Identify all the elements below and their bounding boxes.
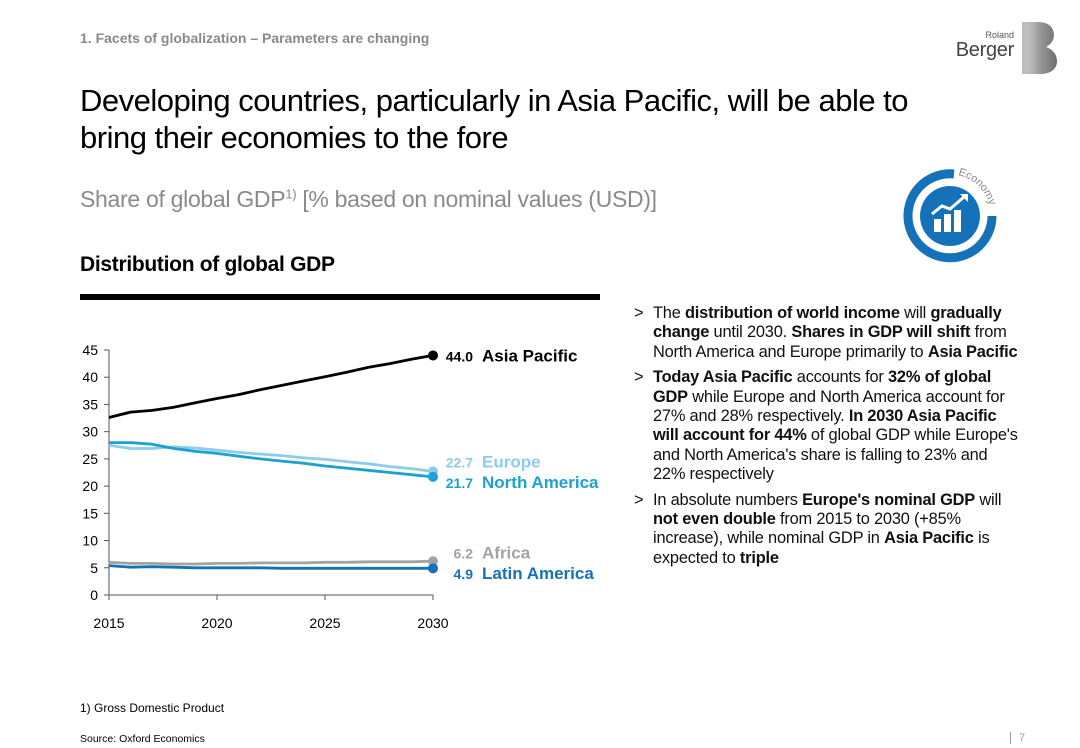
y-tick-label: 40	[82, 369, 98, 385]
bullet-emphasis: Shares in GDP will shift	[791, 323, 971, 342]
y-tick-label: 0	[90, 587, 98, 603]
series-name-label: Asia Pacific	[482, 346, 577, 365]
chart-subtitle: Share of global GDP1) [% based on nomina…	[80, 186, 657, 213]
subtitle-rest: [% based on nominal values (USD)]	[296, 186, 657, 212]
series-end-marker	[428, 556, 438, 567]
series-name-label: Latin America	[482, 564, 594, 583]
bullet-text: In absolute numbers	[653, 490, 803, 509]
page-number-value: 7	[1019, 732, 1026, 744]
title-divider	[80, 294, 600, 300]
bullet-emphasis: Asia Pacific	[927, 342, 1018, 361]
subtitle-text: Share of global GDP	[80, 186, 286, 212]
series-name-label: Europe	[482, 453, 541, 472]
bullet-text: will	[975, 490, 1002, 509]
bullet-text: while Europe and North America account f…	[653, 387, 1005, 426]
page-number-divider	[1010, 732, 1011, 745]
bullet-emphasis: gradually change	[653, 304, 1002, 342]
logo-roland-text: Roland	[985, 30, 1014, 40]
series-end-value: 44.0	[446, 348, 473, 364]
bullet-text: accounts for	[792, 368, 889, 387]
series-line	[108, 354, 434, 419]
bullet-emphasis: In 2030 Asia Pacific will account for 44…	[653, 407, 997, 445]
bullet-marker: >	[634, 368, 644, 387]
roland-berger-logo: Roland Berger	[946, 20, 1058, 76]
y-tick-label: 45	[82, 342, 98, 358]
chart-title: Distribution of global GDP	[80, 253, 335, 276]
y-tick-label: 35	[82, 396, 98, 412]
series-line	[109, 441, 434, 479]
series-end-value: 22.7	[446, 455, 473, 471]
key-findings-list: > The distribution of world income will g…	[634, 304, 1024, 574]
section-title: 1. Facets of globalization – Parameters …	[80, 30, 430, 46]
source-note: Source: Oxford Economics	[80, 733, 205, 745]
series-end-value: 6.2	[454, 546, 474, 562]
bullet-emphasis: not even double	[653, 510, 776, 529]
bullet-emphasis: Asia Pacific	[884, 529, 974, 548]
series-name-label: North America	[482, 473, 599, 492]
bullet-emphasis: Today Asia Pacific	[653, 368, 793, 387]
bullet-text: The	[653, 304, 685, 322]
series-end-marker	[428, 471, 438, 482]
economy-badge-icon: Economy	[903, 166, 998, 263]
series-line	[108, 443, 434, 473]
finding-bullet: > Today Asia Pacific accounts for 32% of …	[634, 368, 1024, 484]
finding-bullet: > In absolute numbers Europe's nominal GD…	[634, 491, 1024, 569]
bullet-text: from North America and Europe primarily …	[653, 323, 1007, 361]
bullet-marker: >	[634, 304, 644, 322]
series-end-marker	[428, 350, 438, 361]
series-line	[108, 559, 434, 566]
series-end-marker	[428, 563, 438, 574]
series-end-value: 21.7	[446, 475, 473, 491]
subtitle-footnote-ref: 1)	[285, 186, 297, 202]
footnote: 1) Gross Domestic Product	[80, 701, 225, 715]
bullet-emphasis: Europe's nominal GDP	[802, 490, 976, 509]
bullet-emphasis: 32% of global GDP	[653, 368, 992, 406]
bullet-emphasis: triple	[739, 548, 779, 567]
logo-b-mark-icon	[1022, 22, 1057, 74]
x-tick-label: 2020	[201, 615, 232, 631]
series-line	[108, 564, 433, 570]
bullet-text: of global GDP while Europe's and North A…	[653, 426, 1018, 484]
y-tick-label: 5	[90, 560, 98, 576]
y-tick-label: 15	[82, 505, 98, 521]
bullet-text: until 2030.	[709, 323, 792, 342]
bullet-emphasis: distribution of world income	[685, 304, 900, 322]
page-number: 7	[1010, 732, 1026, 745]
series-end-value: 4.9	[454, 566, 474, 582]
bullet-text: from 2015 to 2030 (+85% increase), while…	[653, 510, 961, 548]
rising-bar-chart-icon	[931, 194, 968, 232]
bullet-marker: >	[634, 490, 644, 509]
headline: Developing countries, particularly in As…	[80, 83, 909, 155]
x-tick-label: 2025	[309, 615, 340, 631]
y-tick-label: 10	[82, 533, 98, 549]
y-tick-label: 20	[82, 478, 98, 494]
series-name-label: Africa	[482, 544, 531, 563]
y-tick-label: 25	[82, 451, 98, 467]
x-tick-label: 2015	[93, 615, 124, 631]
x-tick-label: 2030	[417, 615, 448, 631]
y-tick-label: 30	[82, 424, 98, 440]
bullet-text: will	[899, 304, 931, 322]
finding-bullet: > The distribution of world income will g…	[634, 304, 1024, 362]
bullet-text: is expected to	[653, 529, 990, 567]
logo-berger-text: Berger	[955, 39, 1015, 61]
